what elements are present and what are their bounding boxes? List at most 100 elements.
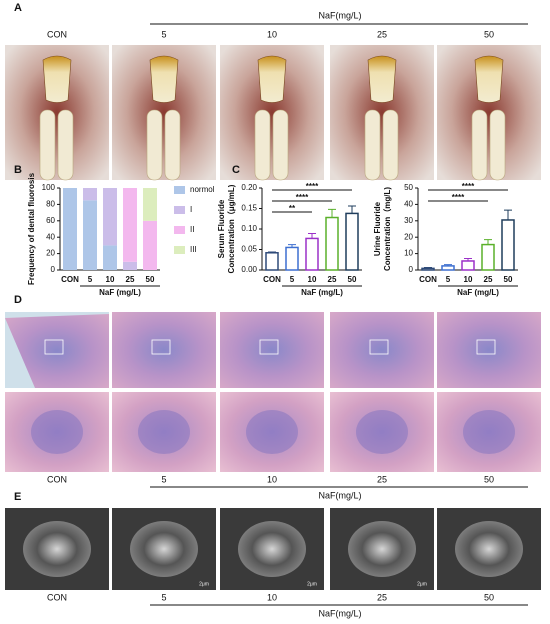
bar-segment <box>123 188 137 262</box>
dose-title: NaF(mg/L) <box>318 608 361 618</box>
panel-label: E <box>14 491 21 503</box>
bar <box>265 252 279 271</box>
zoom-box <box>44 339 64 355</box>
error-bar <box>328 208 336 218</box>
bar-segment <box>143 220 157 270</box>
panel-label: C <box>232 164 240 176</box>
x-tick-label: 5 <box>290 275 295 284</box>
legend-label: II <box>190 225 194 234</box>
x-tick-label: 25 <box>126 275 135 284</box>
bar-segment <box>123 261 137 270</box>
x-tick-label: 10 <box>106 275 115 284</box>
significance-label: **** <box>306 182 319 191</box>
y-tick-label: 0.15 <box>241 204 257 213</box>
bar <box>441 265 455 271</box>
x-axis-title: NaF (mg/L) <box>301 288 343 297</box>
dose-label: 25 <box>377 592 387 602</box>
error-bar <box>424 267 432 269</box>
image-panels <box>5 45 541 590</box>
spleen-low-mag <box>220 312 324 388</box>
lower-incisor <box>489 109 506 181</box>
y-tick-label: 0.05 <box>241 245 257 254</box>
y-axis-title: Concentration（mg/L) <box>382 187 392 271</box>
legend-swatch <box>174 246 185 254</box>
nucleus <box>238 521 306 577</box>
bar-segment <box>63 188 77 270</box>
dose-label: 50 <box>484 29 494 39</box>
x-tick-label: 25 <box>328 275 337 284</box>
lower-incisor <box>364 109 381 181</box>
dose-label: 5 <box>161 29 166 39</box>
legend-swatch <box>174 186 185 194</box>
panel-label: B <box>14 164 22 176</box>
zoom-box <box>259 339 279 355</box>
error-bar <box>464 258 472 261</box>
bar-segment <box>143 188 157 221</box>
legend-label: III <box>190 245 197 254</box>
bar-segment <box>83 200 97 270</box>
y-axis-title: Concentration（μg/mL) <box>226 184 236 273</box>
x-tick-label: 10 <box>308 275 317 284</box>
bar <box>325 216 339 271</box>
legend-swatch <box>174 226 185 234</box>
upper-incisors <box>149 55 179 103</box>
error-bar <box>288 244 296 248</box>
bar <box>345 212 359 271</box>
x-tick-label: CON <box>419 275 437 284</box>
error-bar <box>348 205 356 214</box>
white-pulp <box>463 410 515 454</box>
y-tick-label: 40 <box>46 232 55 241</box>
dose-label: 10 <box>267 474 277 484</box>
lower-incisor <box>254 109 271 181</box>
bar <box>421 267 435 271</box>
nucleus <box>455 521 523 577</box>
scale-bar-label: 2μm <box>417 581 427 587</box>
control-label: CON <box>47 474 67 484</box>
bar <box>285 246 299 271</box>
spleen-high-mag <box>330 392 434 472</box>
x-axis-title: NaF (mg/L) <box>99 288 141 297</box>
spleen-low-mag <box>330 312 434 388</box>
dose-label: 25 <box>377 29 387 39</box>
spleen-high-mag <box>437 392 541 472</box>
spleen-high-mag <box>5 392 109 472</box>
upper-incisors <box>42 55 72 103</box>
error-bar <box>484 239 492 245</box>
y-tick-label: 0 <box>51 265 56 274</box>
dose-label: 50 <box>484 474 494 484</box>
panel-label: A <box>14 2 22 14</box>
bar-segment <box>83 188 97 201</box>
bar <box>481 243 495 271</box>
y-axis-title: Serum Fluoride <box>217 199 226 258</box>
lower-incisor <box>471 109 488 181</box>
significance-label: **** <box>452 193 465 202</box>
spleen-high-mag <box>220 392 324 472</box>
y-tick-label: 80 <box>46 200 55 209</box>
nucleus <box>130 521 198 577</box>
spleen-low-mag <box>437 312 541 388</box>
upper-incisors <box>367 55 397 103</box>
y-tick-label: 0.10 <box>241 224 257 233</box>
y-axis-title: Frequency of dental fluorosis <box>27 172 36 285</box>
scale-bar-label: 2μm <box>199 581 209 587</box>
zoom-box <box>369 339 389 355</box>
error-bar <box>444 264 452 266</box>
significance-label: ** <box>289 204 296 213</box>
lower-incisor <box>272 109 289 181</box>
spleen-section <box>5 314 109 388</box>
lower-incisor <box>57 109 74 181</box>
lower-incisor <box>39 109 56 181</box>
legend-label: I <box>190 205 192 214</box>
x-tick-label: 50 <box>146 275 155 284</box>
x-tick-label: 10 <box>464 275 473 284</box>
x-tick-label: 5 <box>88 275 93 284</box>
upper-incisors <box>257 55 287 103</box>
panel-label: D <box>14 294 22 306</box>
bar <box>501 219 515 271</box>
lower-incisor <box>164 109 181 181</box>
x-axis-title: NaF (mg/L) <box>457 288 499 297</box>
x-tick-label: CON <box>263 275 281 284</box>
nucleus <box>23 521 91 577</box>
dose-title: NaF(mg/L) <box>318 490 361 500</box>
